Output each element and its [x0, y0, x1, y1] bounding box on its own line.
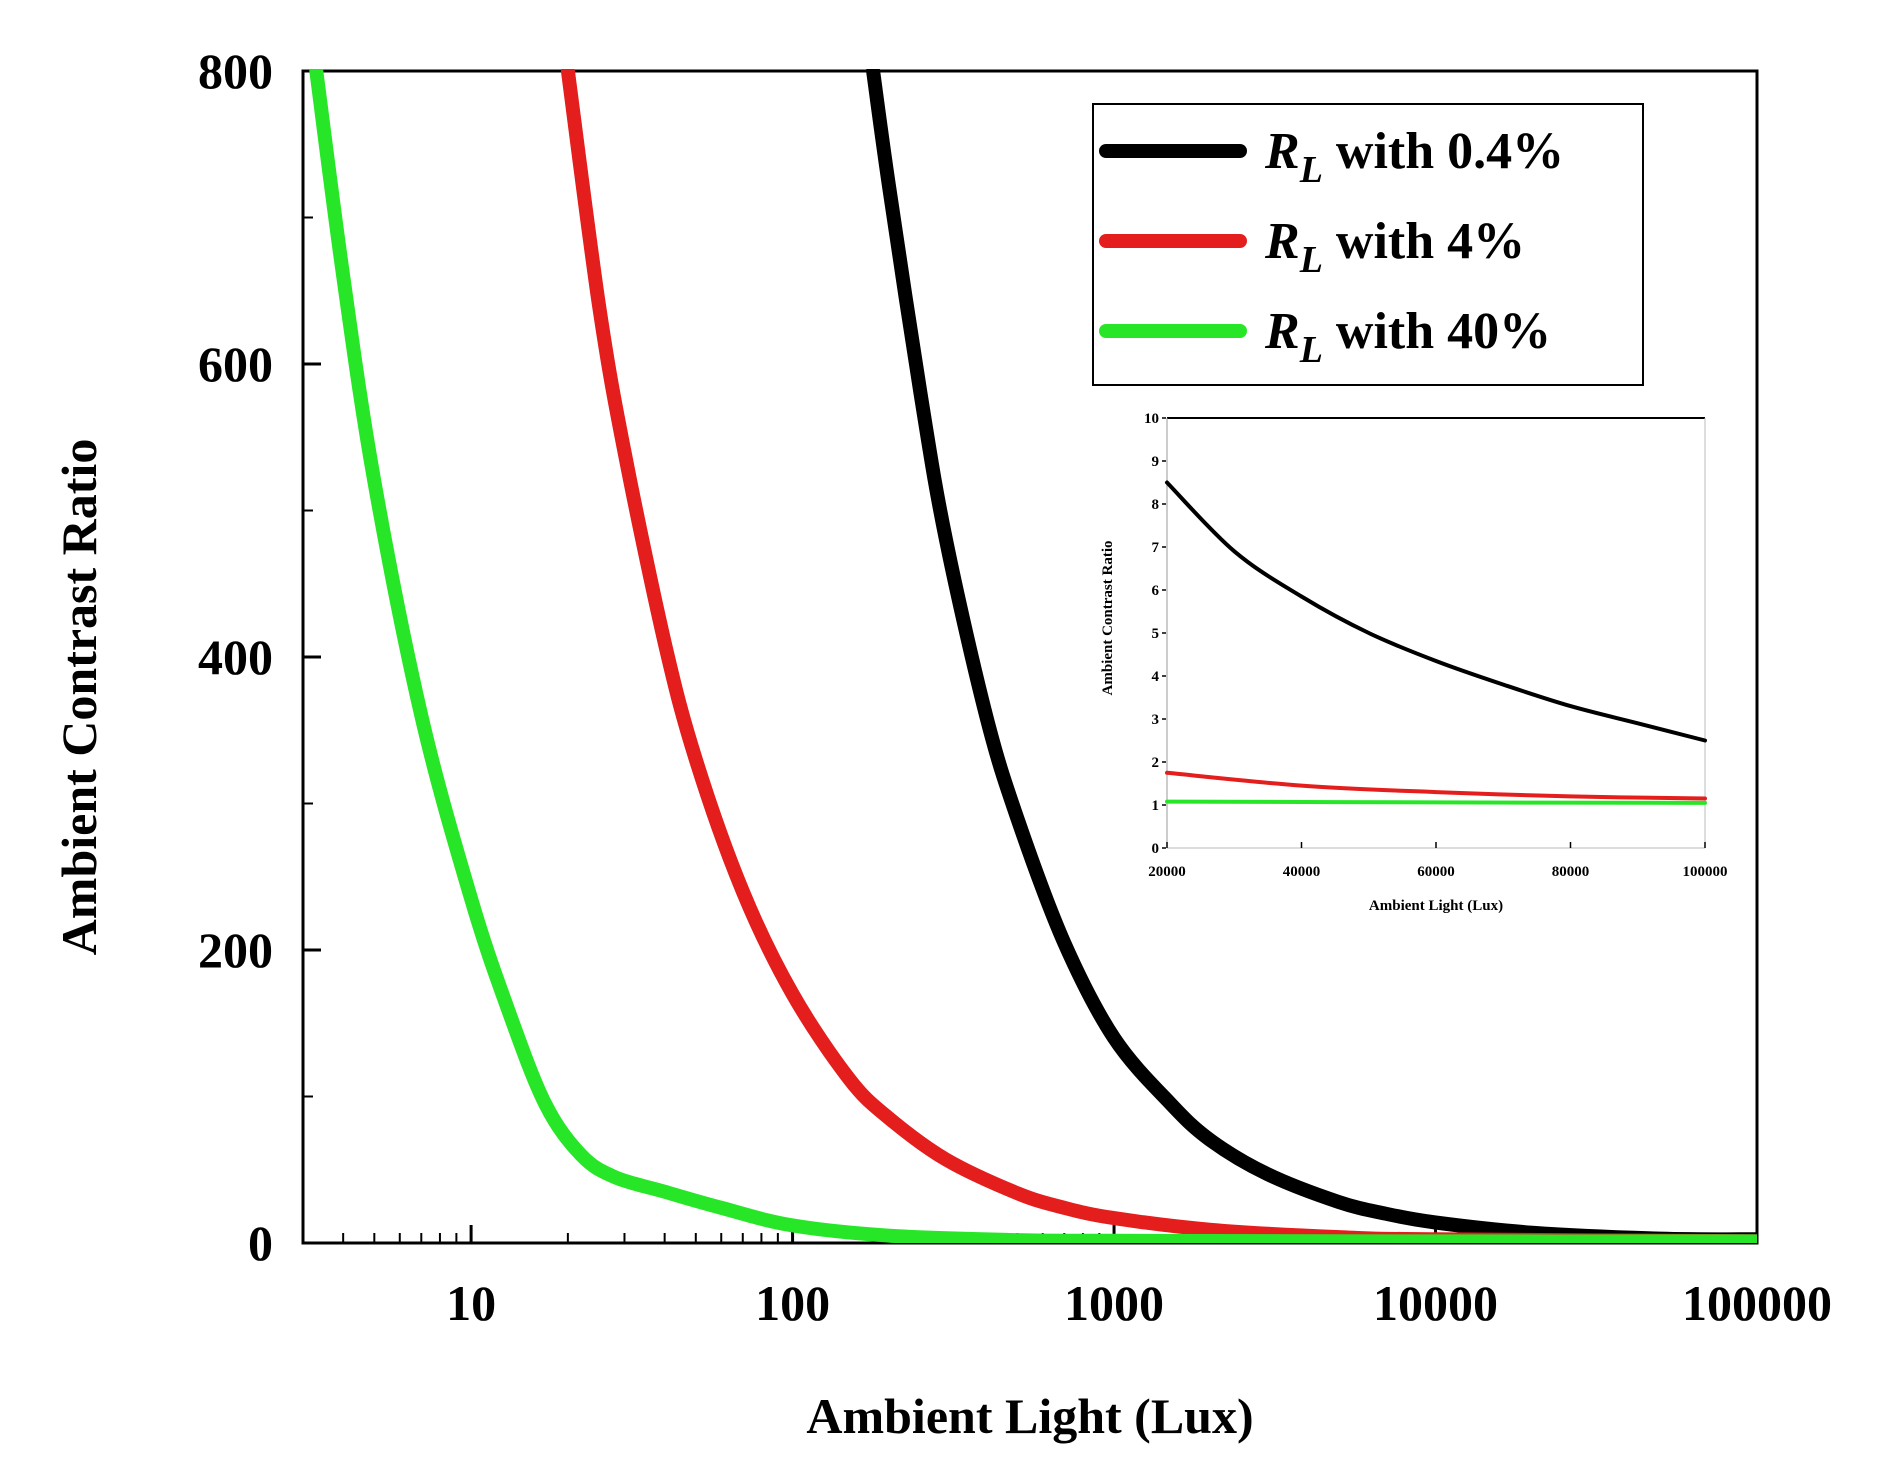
y-tick-label: 200 — [198, 922, 273, 978]
y-tick-label: 0 — [248, 1215, 273, 1271]
inset-y-tick-label: 7 — [1152, 540, 1160, 556]
inset-series-line — [1165, 770, 1707, 801]
inset-x-tick-label: 40000 — [1283, 864, 1321, 880]
series-line — [866, 69, 1757, 1243]
x-axis-title: Ambient Light (Lux) — [806, 1388, 1253, 1444]
inset-y-tick-label: 6 — [1152, 583, 1160, 599]
inset-y-tick-label: 5 — [1152, 626, 1160, 642]
y-tick-label: 400 — [198, 629, 273, 685]
inset-y-tick-label: 0 — [1152, 841, 1160, 857]
x-tick-label: 1000 — [1064, 1275, 1164, 1331]
x-tick-label: 10 — [446, 1275, 496, 1331]
inset-y-tick-label: 1 — [1152, 798, 1160, 814]
inset-x-tick-label: 100000 — [1683, 864, 1728, 880]
inset-y-tick-label: 10 — [1144, 411, 1159, 427]
inset-y-tick-label: 3 — [1152, 712, 1160, 728]
inset-y-tick-label: 8 — [1152, 497, 1160, 513]
x-tick-label: 100000 — [1682, 1275, 1832, 1331]
inset-x-tick-label: 60000 — [1417, 864, 1455, 880]
y-axis-ticks — [303, 69, 321, 1245]
inset-x-tick-label: 80000 — [1552, 864, 1590, 880]
y-tick-label: 600 — [198, 336, 273, 392]
y-tick-label: 800 — [198, 43, 273, 99]
legend-label: RL with 0.4% — [1264, 123, 1564, 191]
inset-y-tick-label: 4 — [1152, 669, 1160, 685]
legend: RL with 0.4% RL with 4% RL with 40% — [1092, 103, 1644, 386]
inset-y-tick-label: 2 — [1152, 755, 1160, 771]
inset-x-tick-label: 20000 — [1148, 864, 1186, 880]
x-tick-label: 100 — [755, 1275, 830, 1331]
legend-label: RL with 4% — [1264, 213, 1525, 281]
inset-y-axis-title: Ambient Contrast Ratio — [1100, 541, 1116, 696]
inset-chart: 0 1 2 3 4 5 6 7 8 9 10 20000 40000 60000 80000 100000 Am… — [1100, 408, 1728, 914]
inset-y-tick-label: 9 — [1152, 454, 1160, 470]
x-tick-label: 10000 — [1373, 1275, 1498, 1331]
series-group — [309, 69, 1757, 1243]
series-line — [309, 69, 1757, 1243]
inset-background — [1161, 408, 1715, 854]
y-axis-title: Ambient Contrast Ratio — [51, 439, 107, 956]
inset-x-axis-title: Ambient Light (Lux) — [1369, 898, 1503, 914]
legend-label: RL with 40% — [1264, 303, 1551, 371]
inset-series-line — [1165, 799, 1707, 805]
inset-series-line — [1165, 480, 1707, 743]
